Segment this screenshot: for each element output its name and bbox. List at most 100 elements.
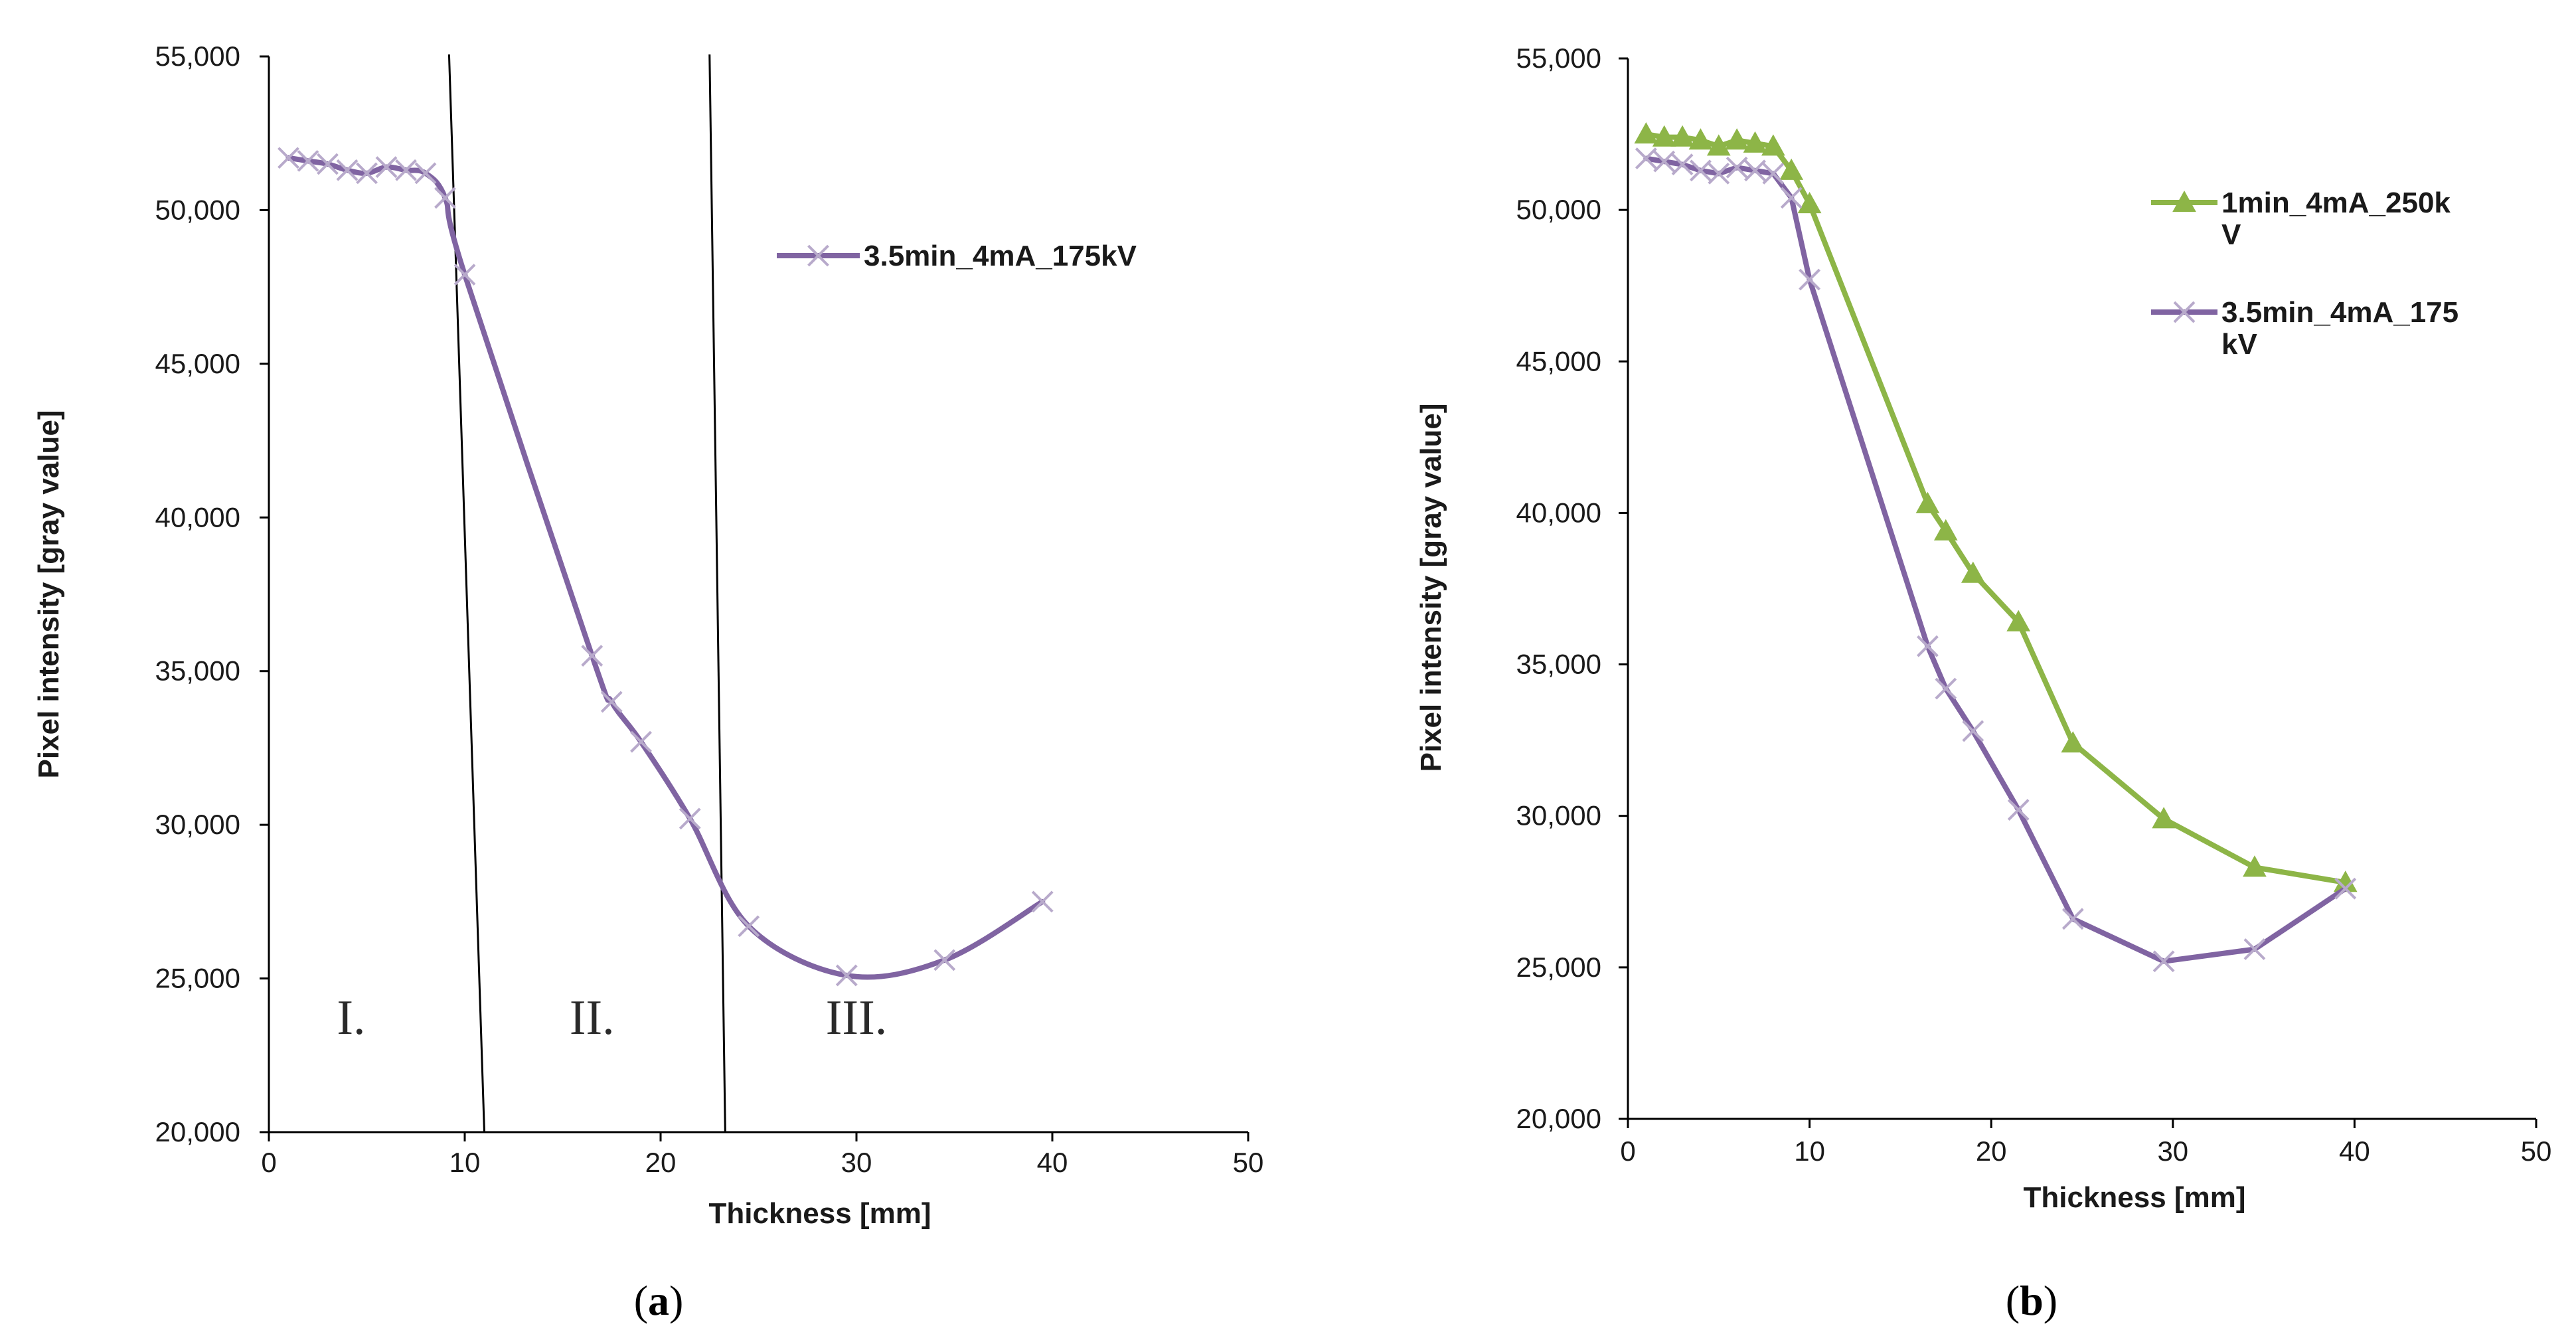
y-tick-label: 45,000 (155, 348, 240, 379)
data-point (2152, 950, 2175, 973)
data-point (581, 645, 604, 667)
panel-caption: (b) (2006, 1277, 2057, 1324)
data-point (1797, 191, 1822, 214)
legend-label: 3.5min_4mA_175 (2221, 296, 2458, 329)
data-point (2007, 799, 2030, 821)
y-tick-label: 20,000 (155, 1116, 240, 1147)
data-point (630, 730, 652, 753)
data-point (1743, 131, 1767, 153)
x-tick-label: 30 (2157, 1135, 2188, 1167)
y-tick-label: 35,000 (155, 655, 240, 687)
caption-paren-close: ) (669, 1277, 683, 1324)
y-axis-title: Pixel intensity [gray value] (33, 410, 65, 778)
chart-panel-a: 20,000 25,000 30,000 35,000 40,000 45,000 50,0… (33, 41, 1263, 1324)
data-point (1780, 187, 1803, 209)
x-tick-label: 10 (1794, 1135, 1825, 1167)
region-label: I. (337, 991, 365, 1045)
data-point (2243, 855, 2267, 877)
chart-panel-b: 20,000 25,000 30,000 35,000 40,000 45,000 50,0… (1415, 42, 2551, 1324)
region-divider-line (447, 54, 485, 1133)
data-point (1690, 159, 1712, 182)
data-point (278, 147, 299, 169)
caption-letter: b (2020, 1277, 2044, 1324)
x-tick-label: 40 (2339, 1135, 2370, 1167)
data-point (1670, 125, 1694, 147)
series-line-3-5min-4mA-175kV (1643, 155, 2348, 964)
data-point (317, 153, 339, 175)
data-point (1744, 159, 1766, 182)
x-axis-title: Thickness [mm] (709, 1197, 931, 1230)
y-tick-label: 50,000 (155, 194, 240, 225)
caption-paren-open: ( (2006, 1277, 2020, 1324)
y-tick-label: 45,000 (1516, 345, 1601, 376)
data-point (336, 159, 359, 181)
data-point (1671, 153, 1694, 176)
data-point (297, 149, 319, 172)
data-point (434, 187, 456, 209)
data-point (453, 264, 476, 286)
data-point (600, 691, 623, 713)
data-point (1635, 147, 1657, 169)
data-point (2061, 908, 2084, 930)
legend-marker (807, 244, 829, 267)
region-divider-line (708, 54, 726, 1133)
x-tick-label: 20 (645, 1147, 677, 1178)
legend-label: V (2221, 218, 2241, 251)
y-tick-label: 35,000 (1516, 649, 1601, 680)
data-point (2243, 938, 2266, 960)
data-point (356, 162, 378, 185)
y-tick-label: 50,000 (1516, 194, 1601, 225)
series-line-3-5min-4mA-175kV (285, 155, 1046, 980)
x-tick-label: 0 (1620, 1135, 1635, 1167)
data-point (1761, 134, 1785, 156)
y-tick-label: 55,000 (155, 41, 240, 72)
caption-letter: a (648, 1277, 669, 1324)
data-point (414, 162, 437, 185)
legend-marker (2173, 301, 2196, 323)
data-point (933, 949, 956, 971)
y-tick-label: 40,000 (155, 501, 240, 533)
x-tick-label: 30 (841, 1147, 872, 1178)
data-point (1688, 128, 1713, 150)
y-tick-label: 25,000 (155, 963, 240, 994)
data-point (1725, 128, 1749, 150)
x-tick-label: 20 (1976, 1135, 2007, 1167)
region-label: II. (570, 991, 615, 1045)
data-point (1917, 635, 1939, 657)
y-tick-label: 40,000 (1516, 497, 1601, 528)
data-point (2061, 731, 2085, 753)
caption-paren-close: ) (2044, 1277, 2057, 1324)
y-axis-title: Pixel intensity [gray value] (1415, 403, 1447, 772)
data-point (1708, 162, 1730, 185)
data-point (1652, 125, 1676, 147)
legend-label: kV (2221, 328, 2257, 361)
region-label: III. (826, 991, 887, 1045)
x-tick-label: 50 (2521, 1135, 2552, 1167)
data-point (738, 915, 760, 938)
data-point (679, 807, 701, 830)
x-tick-label: 40 (1037, 1147, 1068, 1178)
data-point (2334, 877, 2357, 900)
data-point (2006, 610, 2031, 631)
y-tick-label: 55,000 (1516, 42, 1601, 74)
panel-caption: (a) (634, 1277, 684, 1324)
data-point (1653, 150, 1676, 173)
x-tick-label: 0 (261, 1147, 276, 1178)
data-point (1962, 720, 1984, 742)
data-point (1915, 491, 1940, 513)
data-point (835, 964, 858, 987)
data-point (1799, 268, 1821, 291)
data-point (1933, 519, 1958, 541)
legend-label: 3.5min_4mA_175kV (864, 240, 1137, 272)
data-point (1762, 162, 1785, 185)
data-point (375, 156, 398, 179)
data-point (1706, 134, 1731, 156)
y-tick-label: 30,000 (1516, 800, 1601, 831)
caption-paren-open: ( (634, 1277, 648, 1324)
y-tick-label: 25,000 (1516, 952, 1601, 983)
data-point (1779, 158, 1804, 180)
x-axis-title: Thickness [mm] (2024, 1181, 2246, 1214)
x-tick-label: 50 (1233, 1147, 1264, 1178)
data-point (1935, 677, 1957, 700)
